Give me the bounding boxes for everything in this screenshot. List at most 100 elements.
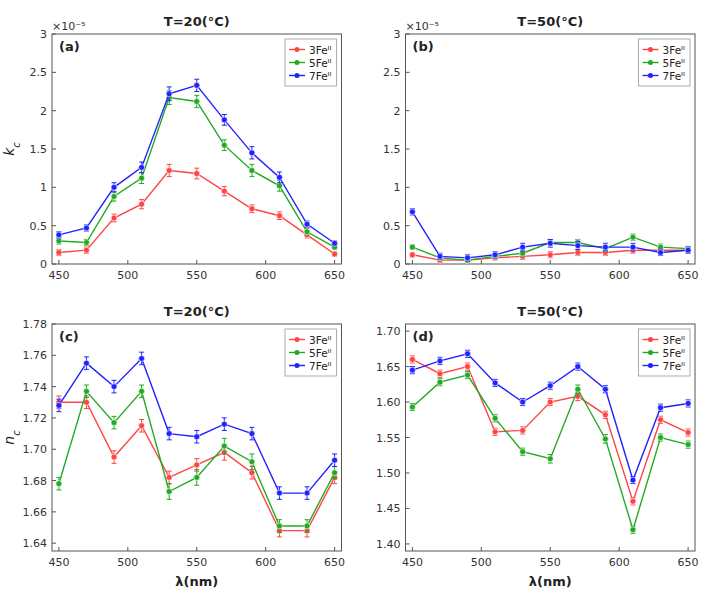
data-point — [111, 194, 117, 200]
x-tick — [265, 547, 266, 551]
error-bar — [493, 252, 498, 258]
x-tick — [481, 547, 482, 551]
error-bar — [222, 438, 227, 454]
y-tick — [52, 324, 56, 325]
error-bar — [167, 164, 172, 176]
error-bar — [139, 385, 144, 398]
data-point — [111, 184, 117, 190]
error-bar — [658, 404, 663, 411]
error-bar — [112, 183, 117, 192]
data-point — [83, 388, 89, 394]
error-bar — [548, 239, 553, 245]
data-point — [249, 470, 255, 476]
data-point — [658, 405, 664, 411]
y-tick-label: 1.72 — [23, 412, 48, 425]
data-point — [56, 481, 62, 487]
x-tick-label: 650 — [678, 269, 699, 282]
error-bar — [139, 419, 144, 432]
data-point — [658, 417, 664, 423]
data-point — [437, 358, 443, 364]
y-tick — [52, 149, 56, 150]
data-point — [139, 175, 145, 181]
y-tick — [52, 449, 56, 450]
data-point — [685, 442, 691, 448]
error-bar — [277, 172, 282, 183]
panel: 1.401.451.501.551.601.651.70450500550600… — [376, 304, 699, 589]
x-tick-label: 450 — [48, 269, 69, 282]
error-bar — [575, 363, 580, 370]
error-bar — [112, 416, 117, 429]
error-bar — [277, 520, 282, 533]
error-bar — [332, 241, 337, 246]
data-point — [221, 443, 227, 449]
legend-label: 5Feᴵᴵ — [662, 347, 685, 359]
legend-swatch-marker — [648, 47, 653, 52]
x-tick — [127, 260, 128, 264]
x-tick — [58, 260, 59, 264]
data-point — [83, 240, 89, 246]
y-tick-label: 1.60 — [376, 396, 401, 409]
error-bar — [465, 372, 470, 379]
error-bar — [194, 470, 199, 486]
legend-label: 3Feᴵᴵ — [662, 44, 685, 56]
error-bar — [465, 350, 470, 357]
error-bar — [222, 140, 227, 151]
error-bar — [630, 243, 635, 251]
error-bar — [410, 253, 415, 258]
y-tick — [406, 72, 410, 73]
data-point — [56, 238, 62, 244]
data-point — [492, 380, 498, 386]
data-point — [437, 379, 443, 385]
error-bar — [56, 399, 61, 412]
x-tick — [127, 547, 128, 551]
error-bar — [686, 429, 691, 436]
data-point — [276, 523, 282, 529]
x-tick — [619, 260, 620, 264]
data-point — [221, 188, 227, 194]
x-tick — [412, 260, 413, 264]
x-tick-label: 500 — [117, 269, 138, 282]
data-point — [276, 490, 282, 496]
data-point — [685, 247, 691, 253]
error-bar — [686, 441, 691, 448]
title: T=20(°C) — [164, 14, 230, 29]
data-point — [139, 201, 145, 207]
series-line — [59, 85, 335, 243]
legend-label: 3Feᴵᴵ — [309, 334, 332, 346]
y-tick-label: 3 — [40, 28, 47, 41]
x-tick-label: 600 — [609, 269, 630, 282]
error-bar — [249, 454, 254, 470]
x-tick-label: 600 — [255, 556, 276, 569]
x-tick — [334, 260, 335, 264]
y-tick-label: 1.74 — [23, 381, 48, 394]
data-point — [520, 244, 526, 250]
y-tick — [406, 149, 410, 150]
plot-area — [409, 350, 691, 533]
legend-frame — [638, 39, 690, 86]
legend: 3Feᴵᴵ5Feᴵᴵ7Feᴵᴵ — [638, 39, 690, 86]
data-point — [249, 150, 255, 156]
data-point — [658, 435, 664, 441]
data-point — [249, 431, 255, 437]
y-tick-label: 1 — [394, 181, 401, 194]
error-bar — [410, 245, 415, 250]
title: T=50(°C) — [517, 14, 583, 29]
plot-area — [56, 352, 338, 537]
x-tick-label: 500 — [117, 556, 138, 569]
y-tick — [406, 264, 410, 265]
error-bar — [249, 205, 254, 213]
y-tick — [406, 472, 410, 473]
error-bar — [194, 430, 199, 443]
legend-swatch-marker — [294, 47, 299, 52]
data-point — [139, 164, 145, 170]
x-tick — [688, 260, 689, 264]
y-tick — [52, 355, 56, 356]
y-tick — [406, 543, 410, 544]
error-bar — [548, 239, 553, 247]
x-tick-label: 450 — [402, 269, 423, 282]
data-point — [304, 221, 310, 227]
data-point — [166, 489, 172, 495]
error-bar — [277, 487, 282, 500]
data-point — [465, 255, 471, 261]
axis-multiplier: ×10⁻⁵ — [52, 20, 85, 33]
